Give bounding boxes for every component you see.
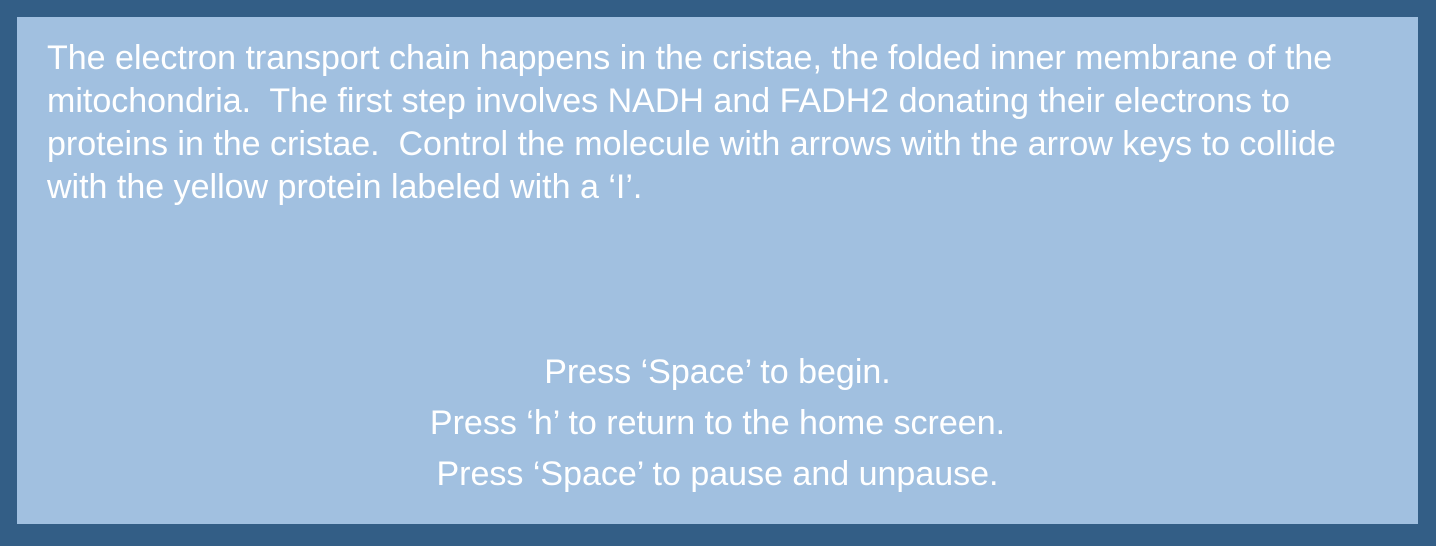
- instruction-home: Press ‘h’ to return to the home screen.: [429, 404, 1006, 442]
- instruction-pause: Press ‘Space’ to pause and unpause.: [436, 455, 999, 493]
- instruction-begin: Press ‘Space’ to begin.: [544, 353, 891, 391]
- intro-text: The electron transport chain happens in …: [47, 39, 1346, 206]
- controls-instructions: Press ‘Space’ to begin. Press ‘h’ to ret…: [17, 347, 1418, 500]
- instruction-panel: The electron transport chain happens in …: [17, 17, 1418, 524]
